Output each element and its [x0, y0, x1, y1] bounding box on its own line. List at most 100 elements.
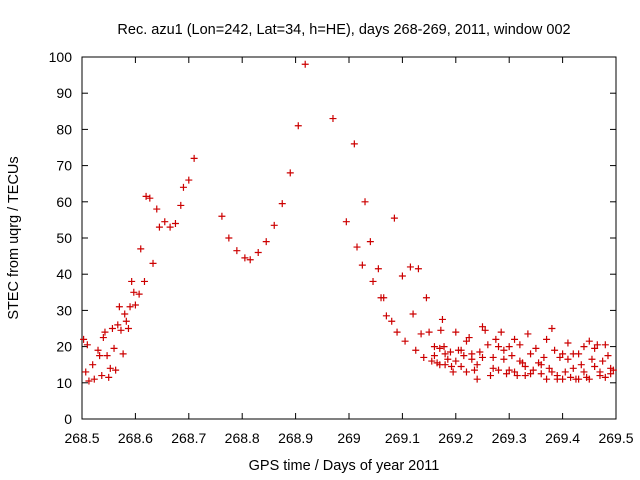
data-point — [457, 346, 465, 354]
data-point — [137, 245, 145, 253]
data-point — [588, 355, 596, 363]
x-tick-label: 268.6 — [118, 430, 153, 446]
data-point — [609, 366, 617, 374]
data-point — [465, 334, 473, 342]
data-point — [521, 372, 529, 380]
data-point — [561, 368, 569, 376]
data-point — [161, 218, 169, 226]
data-point — [601, 341, 609, 349]
data-point — [96, 352, 104, 360]
data-point — [155, 223, 163, 231]
data-point — [430, 352, 438, 360]
data-point — [153, 205, 161, 213]
data-point — [438, 315, 446, 323]
data-point — [596, 372, 604, 380]
data-point — [548, 325, 556, 332]
y-tick-label: 100 — [49, 49, 73, 65]
data-point — [591, 344, 599, 352]
y-tick-label: 40 — [56, 266, 72, 282]
data-point — [500, 346, 508, 354]
data-point — [532, 344, 540, 352]
data-point — [149, 259, 157, 267]
data-point — [543, 375, 551, 383]
data-point — [366, 238, 374, 246]
data-point — [527, 370, 535, 378]
data-point — [521, 363, 529, 371]
data-point — [225, 234, 233, 242]
data-point — [142, 192, 150, 200]
data-point — [185, 176, 193, 184]
data-point — [479, 353, 486, 361]
data-point — [564, 339, 572, 347]
data-point — [112, 366, 120, 374]
data-point — [190, 154, 198, 162]
data-point — [487, 372, 495, 380]
data-point — [166, 223, 174, 231]
data-point — [350, 140, 358, 148]
data-point — [358, 261, 366, 269]
data-point — [103, 352, 111, 360]
data-point — [254, 248, 262, 256]
data-point — [511, 368, 519, 376]
y-tick-label: 20 — [56, 339, 72, 355]
data-point — [479, 323, 486, 331]
data-point — [462, 368, 470, 376]
x-tick-label: 268.5 — [64, 430, 99, 446]
data-point — [580, 368, 588, 376]
data-point — [140, 277, 148, 285]
data-point — [476, 348, 484, 356]
data-point — [575, 375, 583, 383]
data-point — [177, 201, 185, 209]
data-point — [505, 343, 513, 351]
x-axis-label: GPS time / Days of year 2011 — [249, 458, 440, 474]
data-point — [126, 303, 134, 311]
data-point — [462, 337, 470, 345]
data-point — [489, 364, 497, 372]
data-point — [121, 310, 129, 318]
data-point — [457, 363, 465, 371]
data-point — [505, 366, 513, 374]
y-tick-label: 10 — [56, 375, 72, 391]
data-point — [270, 221, 278, 229]
data-point — [567, 373, 575, 381]
data-point — [489, 353, 497, 361]
data-point — [591, 363, 599, 371]
data-point — [128, 277, 136, 285]
data-point — [380, 294, 388, 302]
y-tick-label: 60 — [56, 194, 72, 210]
x-tick-label: 269.1 — [385, 430, 420, 446]
x-tick-label: 269.2 — [438, 430, 473, 446]
data-point — [441, 350, 449, 358]
data-point — [85, 377, 93, 385]
data-point — [513, 372, 521, 380]
data-point — [428, 357, 436, 365]
y-tick-label: 80 — [56, 121, 72, 137]
data-point — [492, 335, 500, 343]
data-point — [425, 328, 433, 336]
data-point — [278, 200, 286, 208]
data-point — [585, 337, 593, 345]
data-point — [422, 294, 430, 302]
data-point — [171, 220, 179, 228]
data-point — [353, 243, 361, 251]
data-point — [82, 368, 90, 376]
data-point — [548, 368, 556, 376]
data-point — [516, 341, 524, 349]
y-axis-label: STEC from uqrg / TECUs — [6, 156, 22, 319]
data-point — [473, 361, 481, 369]
data-point — [564, 355, 572, 363]
data-point — [233, 247, 241, 255]
x-tick-label: 269.3 — [492, 430, 527, 446]
data-point — [262, 238, 270, 246]
data-point — [559, 350, 567, 358]
axis-ticks: 268.5 268.6 268.7 268.8 268.9 269 269.1 269.2 26… — [49, 49, 634, 446]
data-point — [553, 372, 561, 380]
data-point — [105, 373, 113, 381]
x-tick-label: 269.5 — [598, 430, 633, 446]
data-point — [537, 361, 545, 369]
y-tick-label: 50 — [56, 230, 72, 246]
data-point — [99, 334, 107, 342]
data-point — [527, 350, 535, 358]
data-point — [601, 373, 609, 381]
